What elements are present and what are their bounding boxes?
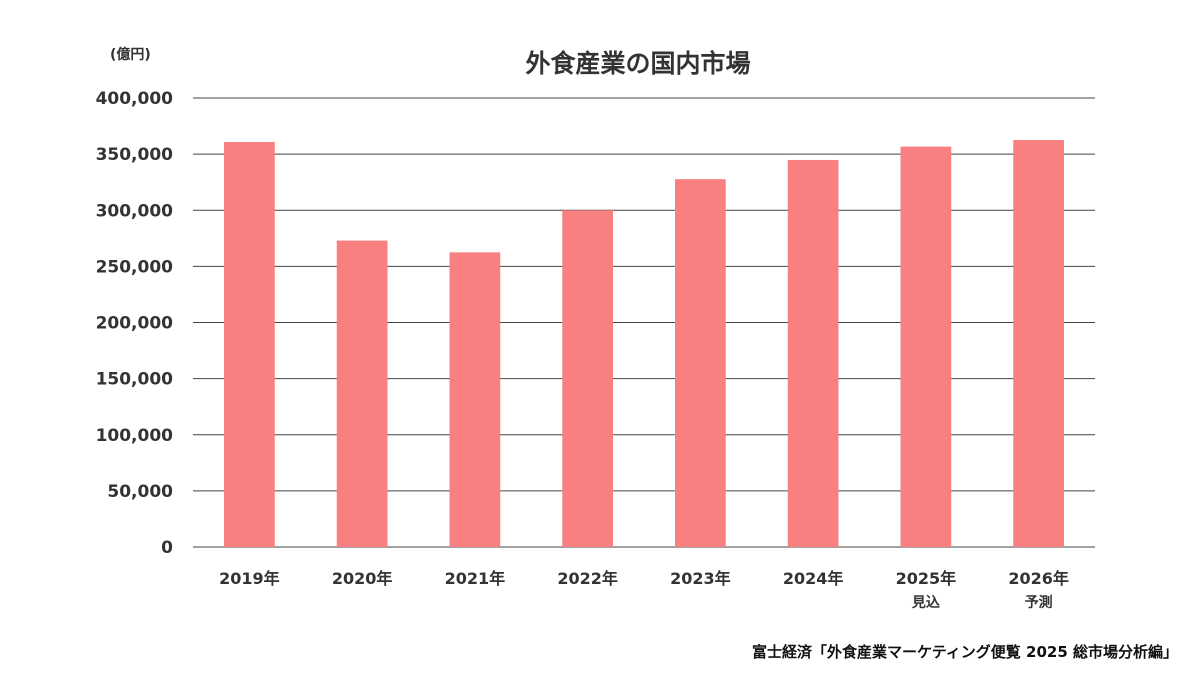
bar: [336, 240, 388, 547]
y-tick-label: 50,000: [107, 482, 173, 502]
y-tick-label: 150,000: [96, 370, 174, 390]
y-axis-ticks: 0 50,000 100,000 150,000 200,000 250,000 300,0…: [96, 89, 174, 558]
y-tick-label: 300,000: [96, 201, 174, 221]
y-tick-label: 0: [161, 538, 173, 558]
x-tick-note: 見込: [911, 594, 940, 611]
source-caption: 富士経済「外食産業マーケティング便覧 2025 総市場分析編」: [752, 643, 1178, 661]
chart-title: 外食産業の国内市場: [525, 49, 750, 78]
bar: [449, 252, 501, 547]
x-tick-label: 2020年: [332, 569, 393, 588]
y-tick-label: 400,000: [96, 89, 174, 109]
y-tick-label: 100,000: [96, 426, 174, 446]
x-tick-label: 2025年: [896, 569, 957, 588]
y-axis-unit-label: (億円): [110, 46, 151, 63]
x-tick-label: 2024年: [783, 569, 844, 588]
y-tick-label: 350,000: [96, 145, 174, 165]
x-tick-label: 2021年: [445, 569, 506, 588]
bar: [562, 210, 613, 547]
x-tick-label: 2026年: [1008, 569, 1069, 588]
bars: [224, 139, 1064, 548]
y-tick-label: 250,000: [96, 257, 174, 277]
gridlines: [193, 97, 1095, 548]
x-tick-label: 2022年: [557, 569, 618, 588]
y-tick-label: 200,000: [96, 314, 174, 334]
x-tick-label: 2019年: [219, 569, 280, 588]
x-tick-label: 2023年: [670, 569, 731, 588]
bar: [675, 179, 726, 548]
bar: [1013, 139, 1064, 547]
x-tick-note: 予測: [1025, 594, 1053, 611]
bar: [900, 146, 952, 547]
bar: [224, 142, 275, 547]
bar: [787, 159, 839, 547]
